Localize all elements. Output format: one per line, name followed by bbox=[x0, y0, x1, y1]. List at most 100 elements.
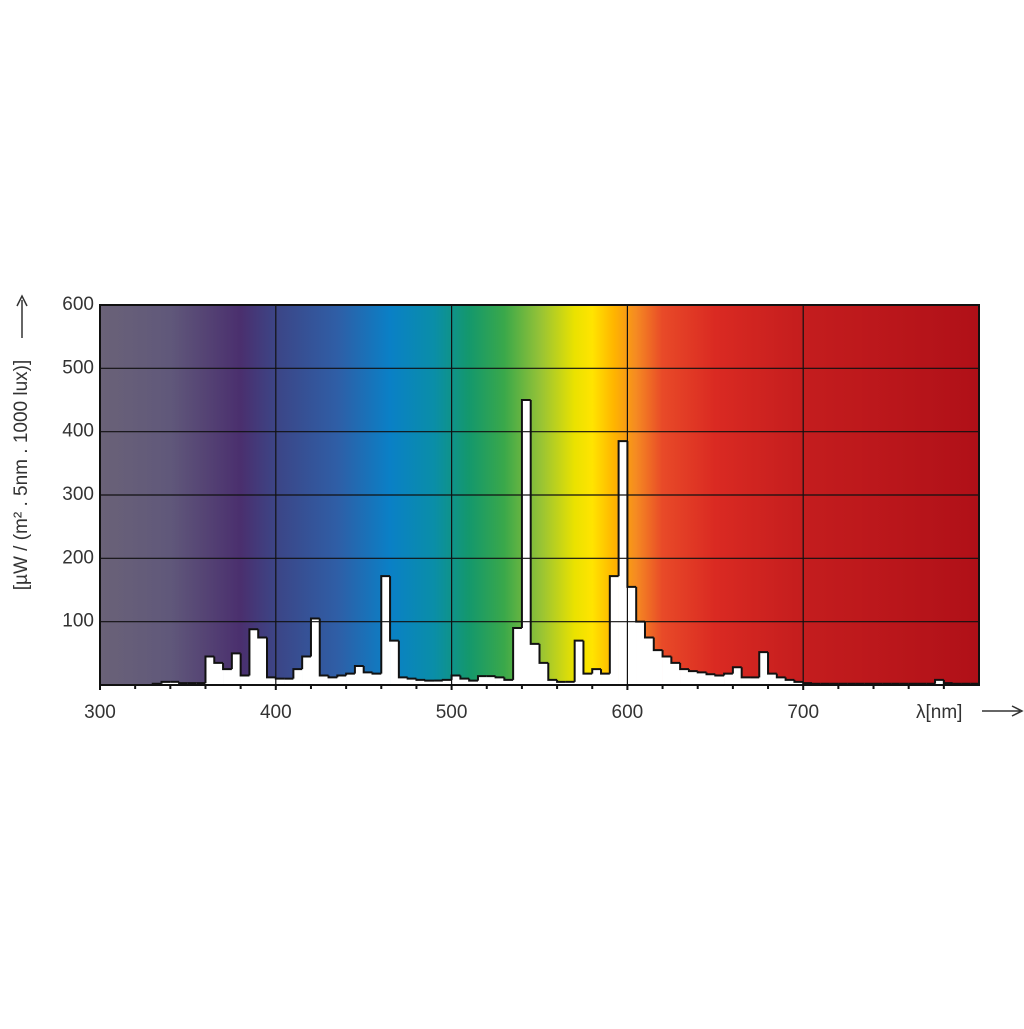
bar-outline bbox=[380, 575, 391, 674]
bar-outline bbox=[222, 662, 232, 671]
bar-outline bbox=[309, 617, 320, 657]
bar-outline bbox=[345, 672, 355, 676]
bar-outline bbox=[793, 679, 804, 683]
bar bbox=[759, 652, 769, 685]
bar-outline bbox=[406, 677, 417, 680]
bar-outline bbox=[301, 655, 311, 670]
bar-outline bbox=[512, 627, 522, 680]
y-axis-arrow bbox=[16, 294, 28, 338]
bar-outline bbox=[670, 656, 681, 664]
x-tick-label: 600 bbox=[612, 702, 644, 723]
bar bbox=[495, 677, 505, 685]
x-tick-label: 300 bbox=[84, 702, 116, 723]
bar-outline bbox=[643, 621, 654, 639]
bar-outline bbox=[318, 618, 329, 677]
bar bbox=[293, 669, 303, 685]
bar bbox=[935, 679, 945, 685]
bar bbox=[425, 680, 435, 685]
x-axis-label: λ[nm] bbox=[916, 702, 962, 723]
bar bbox=[653, 650, 663, 685]
bar-outline bbox=[617, 440, 628, 577]
bar bbox=[504, 679, 514, 685]
bar-outline bbox=[292, 668, 303, 679]
bar bbox=[451, 675, 461, 685]
bar-outline bbox=[951, 682, 962, 685]
x-tick-label: 700 bbox=[787, 702, 819, 723]
bar bbox=[697, 672, 707, 685]
bar bbox=[706, 674, 716, 685]
bar bbox=[240, 675, 250, 685]
bar-outline bbox=[687, 669, 698, 673]
bar bbox=[680, 669, 690, 685]
bar-outline bbox=[371, 672, 382, 675]
bar-outline bbox=[257, 629, 268, 639]
bar-outline bbox=[679, 662, 689, 671]
bar-outline bbox=[740, 667, 751, 679]
bar bbox=[644, 637, 655, 685]
bar-outline bbox=[468, 678, 478, 682]
bar-outline bbox=[476, 675, 487, 681]
bar-outline bbox=[424, 679, 435, 682]
bar-outline bbox=[353, 665, 364, 674]
y-tick-label: 100 bbox=[62, 611, 94, 632]
bar-outline bbox=[934, 678, 944, 684]
bar-outline bbox=[327, 675, 338, 679]
bar-outline bbox=[547, 662, 558, 681]
bar-outline bbox=[397, 640, 408, 679]
bar-outline bbox=[441, 678, 452, 681]
bar bbox=[715, 675, 725, 685]
bar bbox=[161, 681, 171, 685]
bar-outline bbox=[810, 682, 821, 685]
bar-outline bbox=[230, 652, 241, 670]
bar bbox=[671, 662, 681, 685]
bar bbox=[469, 680, 479, 685]
bar-outline bbox=[731, 666, 742, 674]
bar-outline bbox=[600, 669, 610, 675]
x-tick-label: 500 bbox=[436, 702, 468, 723]
bar bbox=[363, 672, 373, 685]
bar bbox=[275, 678, 285, 685]
bar bbox=[618, 441, 628, 685]
y-tick-label: 200 bbox=[62, 547, 94, 568]
bar-outline bbox=[178, 681, 188, 685]
bar-outline bbox=[758, 651, 769, 678]
y-axis-label: [µW / (m² . 5nm . 1000 lux)] bbox=[11, 360, 32, 591]
bar bbox=[346, 673, 356, 685]
bar bbox=[574, 640, 584, 685]
bar bbox=[258, 637, 268, 685]
bar bbox=[583, 673, 593, 685]
bar-outline bbox=[494, 676, 505, 679]
bar bbox=[794, 681, 804, 685]
bar bbox=[170, 681, 180, 685]
bar bbox=[627, 586, 637, 685]
bar bbox=[601, 673, 611, 685]
bar bbox=[302, 656, 312, 685]
bar-outline bbox=[942, 679, 953, 685]
bar bbox=[249, 629, 259, 685]
bar-outline bbox=[213, 656, 224, 664]
bar bbox=[337, 675, 347, 685]
bar bbox=[442, 679, 452, 685]
bar bbox=[354, 666, 364, 685]
bar bbox=[319, 675, 329, 685]
bar bbox=[381, 576, 391, 685]
x-tick-label: 400 bbox=[260, 702, 292, 723]
bar bbox=[398, 677, 408, 685]
bar bbox=[205, 656, 215, 685]
y-tick-label: 600 bbox=[62, 294, 94, 315]
bar-outline bbox=[266, 637, 276, 679]
bar-outline bbox=[529, 400, 540, 645]
bar bbox=[732, 667, 742, 685]
bar-outline bbox=[248, 628, 259, 676]
x-axis-arrow bbox=[982, 705, 1024, 717]
y-tick-label: 300 bbox=[62, 484, 94, 505]
bar-outline bbox=[415, 678, 426, 681]
bar bbox=[636, 621, 646, 685]
bar bbox=[460, 678, 470, 685]
bar-outline bbox=[459, 675, 470, 680]
bar bbox=[310, 618, 321, 685]
bar bbox=[548, 679, 558, 685]
bar bbox=[513, 628, 523, 685]
bar-outline bbox=[582, 640, 593, 675]
